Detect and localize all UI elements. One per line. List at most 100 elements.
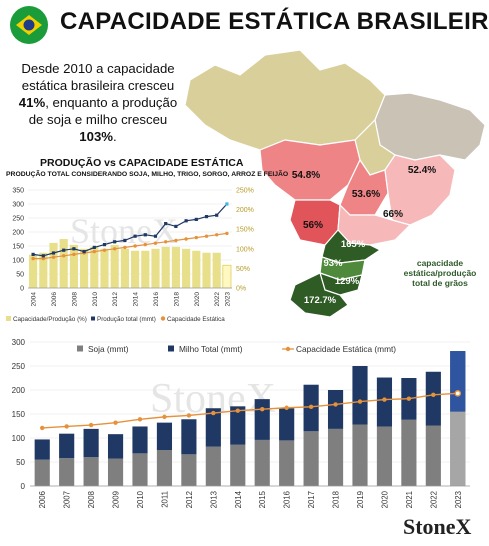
chart1-y-right-tick: 150% xyxy=(236,227,254,234)
chart2-bar-soy xyxy=(59,458,75,486)
chart1-point-capacity xyxy=(204,234,209,238)
chart2-bar-corn xyxy=(279,408,295,441)
chart2-bar-corn xyxy=(352,366,368,425)
chart1-point-production xyxy=(72,247,76,251)
chart1-y-left-tick: 150 xyxy=(12,244,24,251)
chart1-point-production xyxy=(133,234,137,238)
chart2-point-capacity xyxy=(260,407,265,412)
chart2-x-tick: 2013 xyxy=(209,491,218,508)
chart1-bar xyxy=(141,250,150,288)
chart2-x-tick: 2014 xyxy=(234,490,243,508)
header: CAPACIDADE ESTÁTICA BRASILEIRA xyxy=(0,0,489,48)
chart1-point-production xyxy=(113,240,117,244)
chart2-bar-soy xyxy=(230,444,246,486)
chart2-x-tick: 2016 xyxy=(283,491,292,508)
chart2-x-tick: 2021 xyxy=(405,491,414,508)
chart1-y-left-tick: 0 xyxy=(20,286,24,293)
chart1-bar xyxy=(161,246,170,288)
chart1-bar xyxy=(182,248,191,288)
chart1-point-capacity xyxy=(31,256,35,261)
chart2-bar-soy-projected xyxy=(450,411,466,486)
chart2-x-tick: 2007 xyxy=(63,491,72,508)
chart1-bar xyxy=(171,246,180,288)
map-label-sp: 66% xyxy=(383,209,403,220)
chart1-subtitle: PRODUÇÃO TOTAL CONSIDERANDO SOJA, MILHO,… xyxy=(6,171,289,178)
chart2-x-tick: 2015 xyxy=(258,490,267,508)
chart2-point-capacity xyxy=(64,424,69,429)
chart2-point-capacity xyxy=(431,392,436,397)
chart1-point-production xyxy=(62,248,66,252)
map-state-mg xyxy=(384,154,456,226)
chart1-point-production xyxy=(194,217,198,221)
chart1-x-tick: 2010 xyxy=(92,292,99,307)
chart1-x-tick: 2006 xyxy=(51,292,58,307)
chart1-point-production xyxy=(31,252,35,256)
map-state-rs xyxy=(289,272,349,318)
chart2-bar-corn xyxy=(376,377,393,427)
chart2-x-tick: 2020 xyxy=(380,490,389,508)
intro-line2: estática brasileira cresceu xyxy=(21,78,175,93)
chart2-point-capacity xyxy=(211,410,216,416)
chart1-point-capacity xyxy=(123,245,127,250)
chart1-bar xyxy=(192,250,201,288)
chart2-bar-corn xyxy=(83,428,99,458)
chart2-bar-soy xyxy=(401,419,417,486)
intro-end: . xyxy=(113,129,117,144)
chart1-point-capacity xyxy=(72,252,76,257)
chart1-bar xyxy=(120,248,129,288)
chart1-legend-label: Capacidade/Produção (%) xyxy=(13,316,87,323)
chart2-bar-corn xyxy=(132,426,148,454)
chart2-bar-soy xyxy=(132,453,148,486)
chart2-y-tick: 0 xyxy=(21,482,26,491)
chart1-legend-swatch xyxy=(6,316,11,321)
map-label-rs: 172.7% xyxy=(304,295,337,306)
chart2-point-capacity xyxy=(235,408,240,413)
chart2-x-tick: 2023 xyxy=(454,491,463,508)
chart1-point-capacity xyxy=(113,247,117,251)
chart1-y-left-tick: 250 xyxy=(12,216,24,223)
chart1-point-capacity xyxy=(62,254,66,258)
chart1-point-production xyxy=(225,202,229,206)
chart2-legend-swatch xyxy=(168,345,174,352)
chart2-y-tick: 50 xyxy=(16,458,25,467)
map-label-sc: 93% xyxy=(323,258,343,269)
chart1-bar xyxy=(151,248,160,288)
chart1-legend-swatch xyxy=(91,316,95,321)
chart1-y-left-tick: 100 xyxy=(12,258,24,265)
chart1-y-right-tick: 0% xyxy=(236,286,246,293)
chart1-production-vs-capacity: 0 50 100 150 200 250 300 350 0% 50% 100% 150% 200% 25… xyxy=(6,188,254,323)
chart1-point-capacity xyxy=(133,244,137,248)
chart1-x-tick: 2008 xyxy=(71,292,78,307)
chart1-bar xyxy=(110,244,119,288)
chart2-line-capacity xyxy=(42,392,458,429)
chart1-point-capacity xyxy=(225,231,229,236)
chart1-y-left-tick: 300 xyxy=(12,202,24,209)
chart2-bar-corn xyxy=(59,433,75,459)
chart1-point-production xyxy=(82,250,86,254)
chart2-y-tick: 200 xyxy=(12,386,26,395)
chart1-bar xyxy=(222,264,232,289)
chart1-point-capacity xyxy=(153,241,158,245)
chart2-point-capacity xyxy=(284,405,289,410)
chart2-bar-soy xyxy=(254,439,270,486)
chart1-bar xyxy=(212,252,221,288)
chart1-y-right-tick: 250% xyxy=(236,188,254,195)
chart2-x-tick: 2006 xyxy=(38,491,47,508)
chart1-legend-label: Capacidade Estática xyxy=(167,316,225,323)
chart2-point-capacity xyxy=(357,399,363,404)
chart1-x-tick: 2020 xyxy=(194,292,201,307)
chart2-point-capacity xyxy=(454,390,462,397)
chart1-point-capacity xyxy=(51,255,56,259)
intro-pct-production: 103% xyxy=(79,129,114,144)
chart2-point-capacity xyxy=(113,420,118,425)
chart2-bar-corn-projected xyxy=(450,351,466,412)
chart2-x-tick: 2010 xyxy=(136,490,145,508)
chart2-x-tick: 2012 xyxy=(185,491,194,508)
chart2-legend-swatch xyxy=(77,345,83,352)
chart1-x-tick: 2018 xyxy=(173,292,180,307)
chart1-bar xyxy=(90,246,99,288)
chart2-point-capacity xyxy=(137,417,143,422)
chart1-point-capacity xyxy=(102,248,107,252)
chart2-bar-corn xyxy=(254,399,270,440)
chart2-bar-corn xyxy=(230,406,246,445)
